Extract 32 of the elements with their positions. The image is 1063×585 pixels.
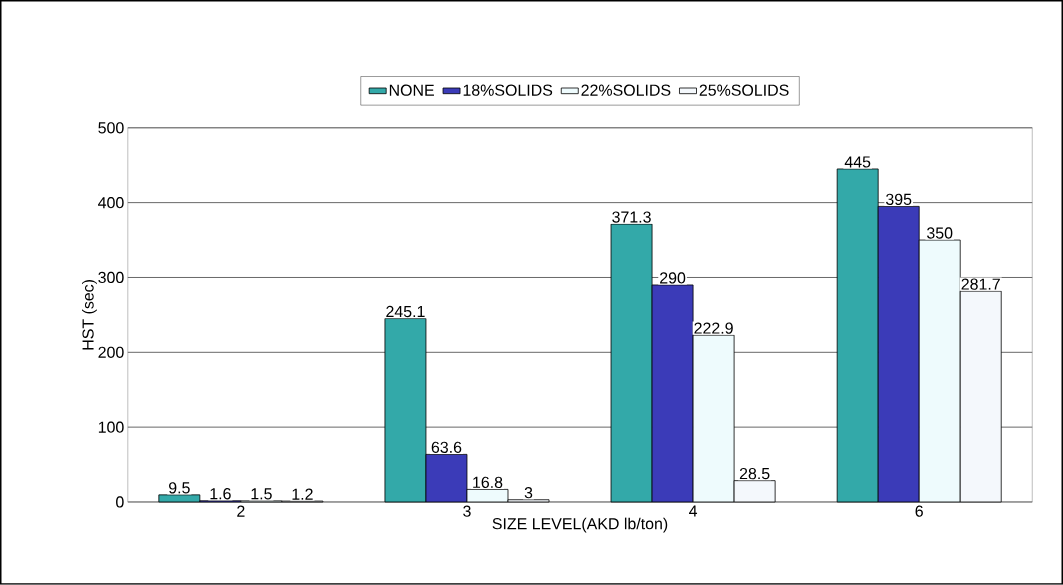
- data-label: 245.1: [386, 305, 425, 318]
- y-tick-label: 500: [98, 122, 124, 134]
- legend-label: 18%SOLIDS: [463, 84, 553, 96]
- y-tick-label: 200: [98, 346, 124, 359]
- x-tick-label: 4: [689, 505, 698, 517]
- data-label: 1.2: [292, 488, 313, 500]
- data-label: 395: [885, 193, 912, 206]
- data-label: 28.5: [739, 468, 770, 480]
- y-tick-label: 0: [116, 496, 124, 508]
- x-tick-label: 2: [237, 505, 245, 517]
- data-label: 1.5: [251, 488, 272, 500]
- x-tick-label: 3: [463, 505, 471, 517]
- legend-label: NONE: [389, 84, 434, 96]
- data-label: 3: [524, 487, 533, 499]
- data-label: 350: [927, 227, 953, 239]
- legend-label: 22%SOLIDS: [581, 84, 671, 96]
- data-label: 63.6: [431, 441, 462, 454]
- x-tick-label: 6: [915, 505, 923, 517]
- y-axis-title: HST (sec): [81, 280, 97, 350]
- data-label: 9.5: [169, 482, 190, 494]
- y-tick-label: 100: [98, 421, 124, 433]
- data-label: 222.9: [694, 322, 733, 334]
- x-axis-title: SIZE LEVEL(AKD lb/ton): [492, 517, 668, 533]
- data-label: 16.8: [473, 476, 503, 489]
- data-label: 290: [660, 272, 686, 284]
- y-tick-label: 300: [98, 271, 124, 284]
- data-label: 445: [844, 156, 871, 168]
- legend-label: 25%SOLIDS: [699, 84, 789, 96]
- data-label: 1.6: [210, 488, 231, 500]
- data-label: 281.7: [961, 278, 1000, 290]
- y-tick-label: 400: [98, 197, 124, 209]
- data-label: 371.3: [612, 211, 651, 223]
